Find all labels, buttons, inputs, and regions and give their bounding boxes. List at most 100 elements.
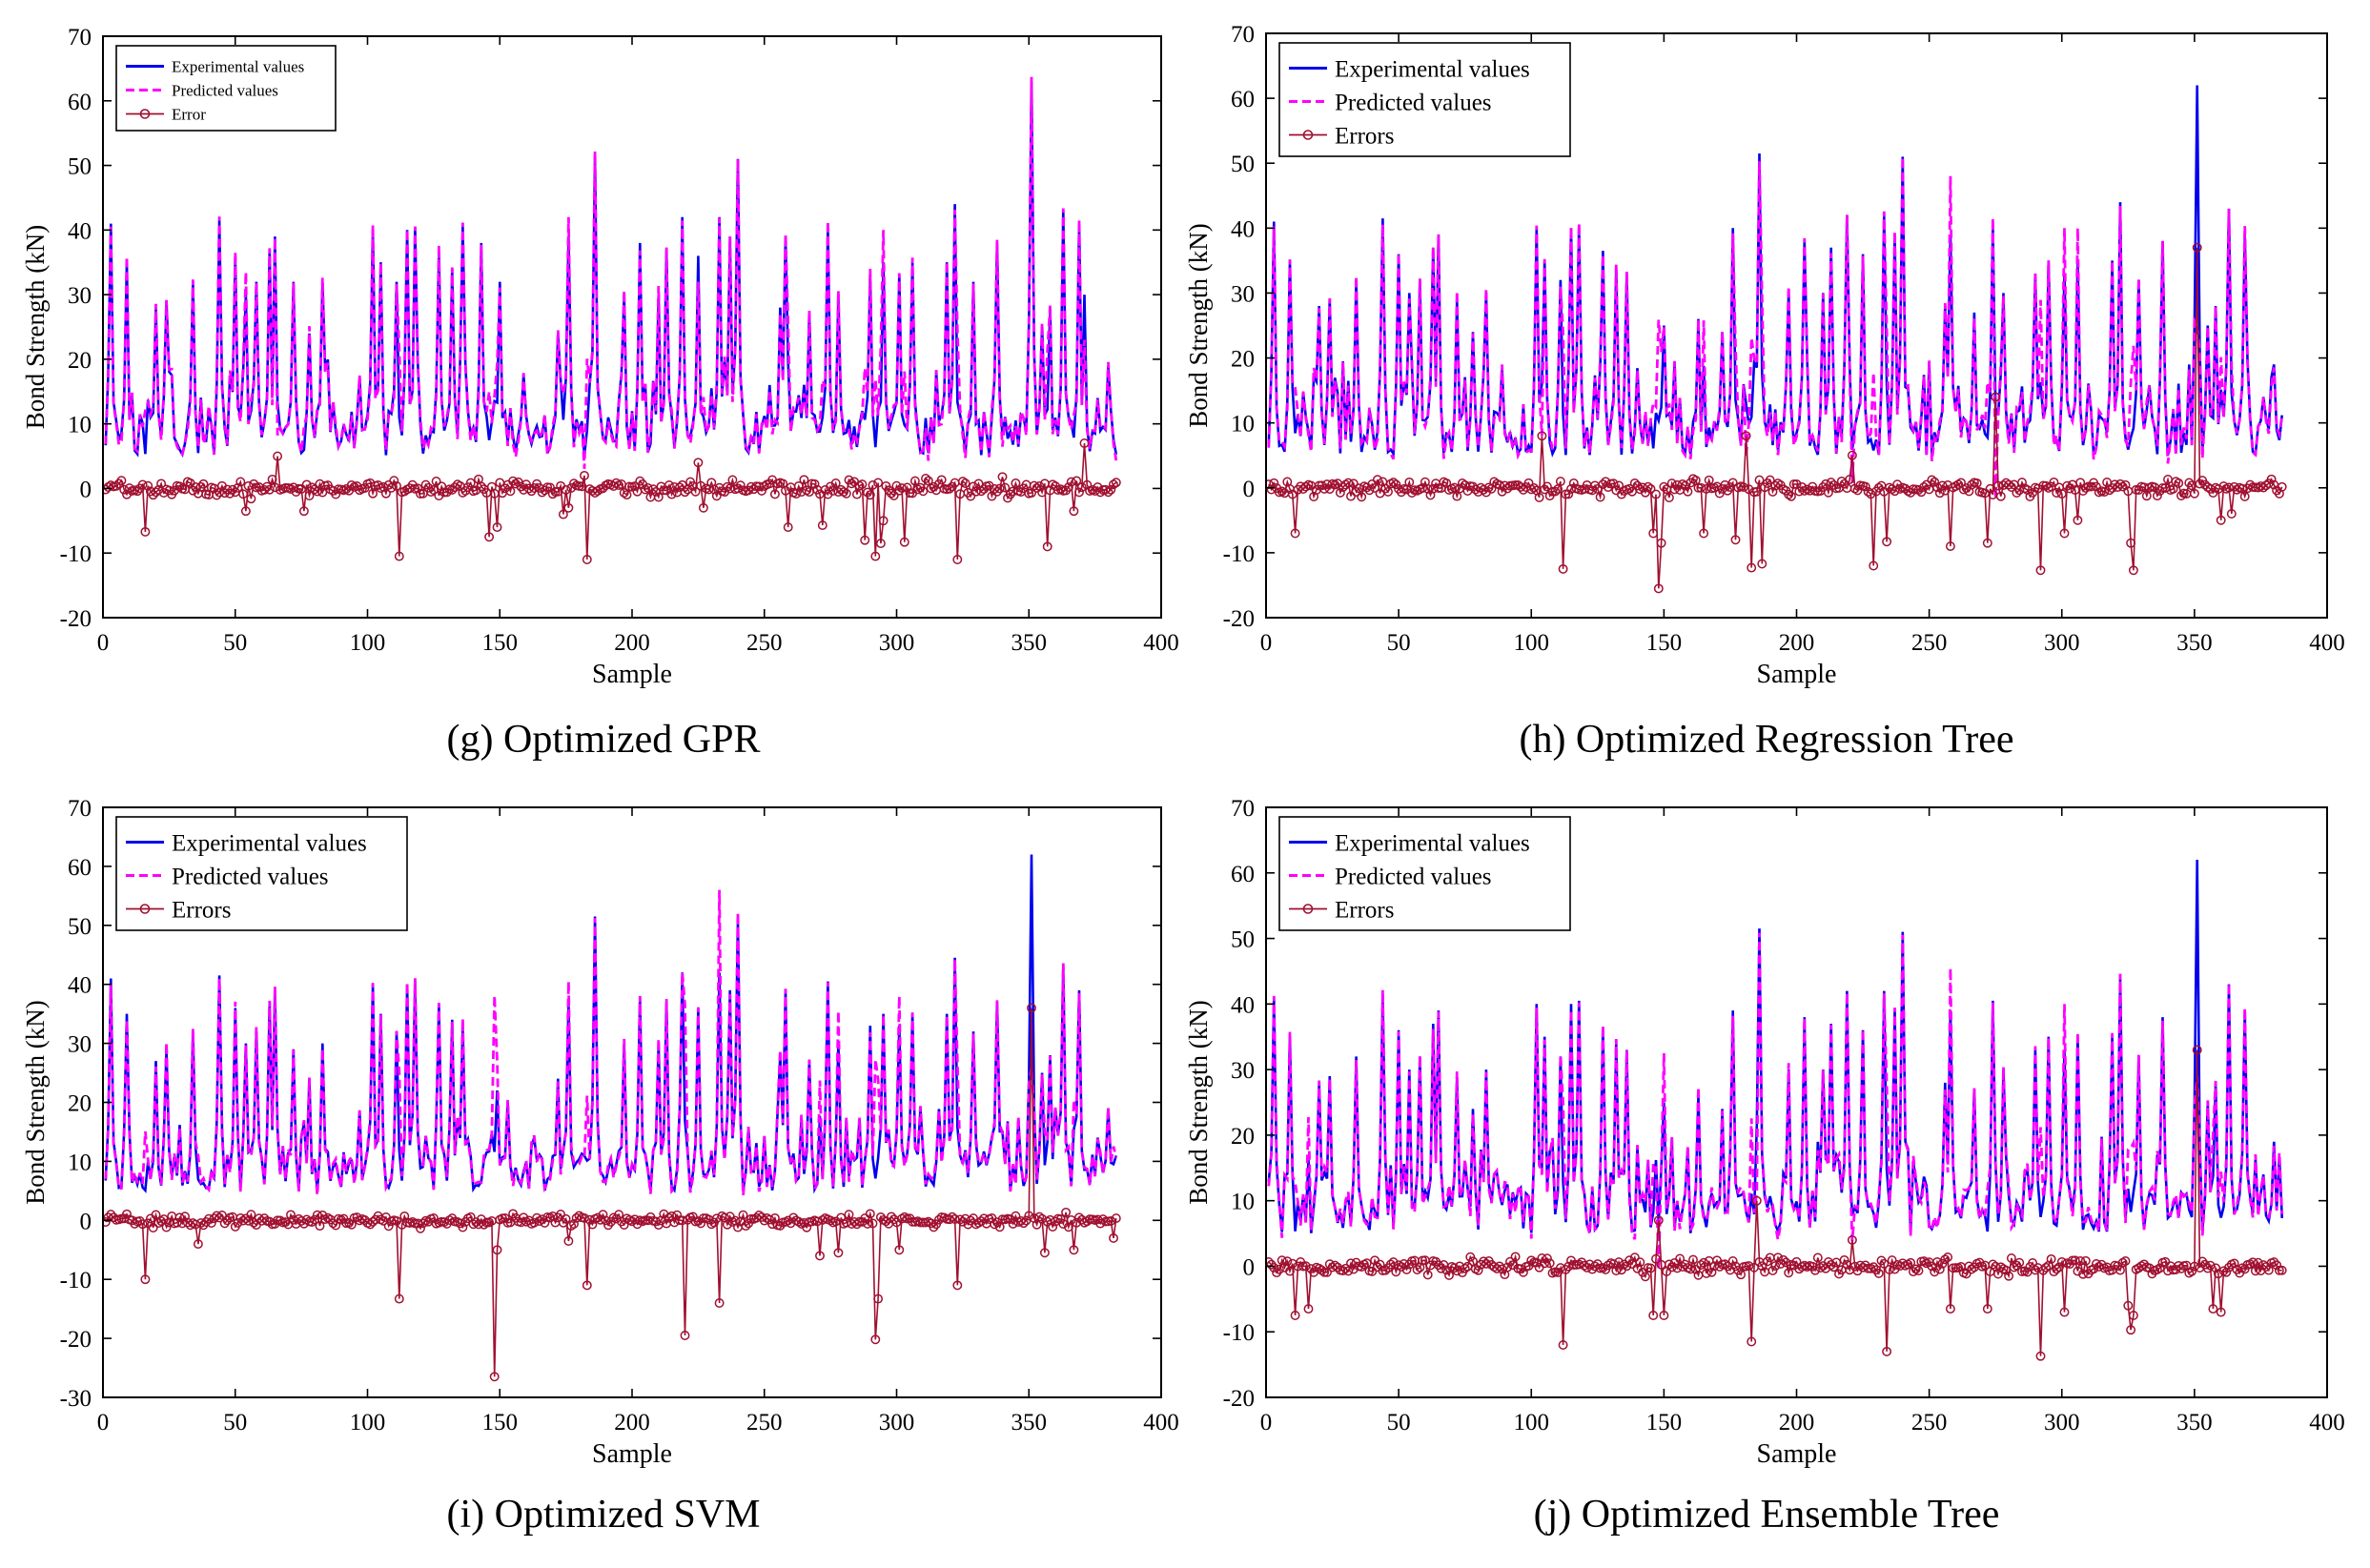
error-point [458, 487, 468, 498]
chart-g: 0 50 100 150 200 250 300 350 400 -20 -10 0 10 20 30 40 5… [21, 25, 1179, 689]
error-point [235, 477, 246, 487]
error-point [1767, 486, 1778, 497]
error-point [1730, 535, 1741, 545]
y-tick-label: 70 [1231, 22, 1255, 48]
error-point [887, 488, 896, 499]
error-point [1951, 1263, 1961, 1273]
error-point [1274, 1264, 1284, 1274]
error-point [394, 551, 404, 561]
error-point [1111, 1213, 1121, 1224]
error-point [286, 1210, 296, 1220]
error-point [1887, 1255, 1897, 1266]
error-point [1913, 1266, 1924, 1276]
error-point [1664, 1259, 1674, 1270]
legend-error-label: Error [172, 105, 206, 123]
error-point [2041, 1262, 2052, 1273]
error-point [1516, 481, 1526, 492]
error-point [1388, 478, 1399, 488]
error-point [1656, 538, 1666, 548]
error-point [1380, 1265, 1391, 1275]
error-point [799, 475, 809, 485]
error-point [1079, 438, 1090, 448]
caption-h: (h) Optimized Regression Tree [1519, 718, 2014, 762]
legend-box [1278, 816, 1571, 931]
legend-error-label: Errors [1335, 123, 1394, 149]
x-tick-label: 300 [879, 1410, 915, 1436]
error-point [1666, 479, 1677, 489]
error-point [1699, 528, 1709, 539]
error-point [206, 1218, 216, 1228]
legend-predicted-label: Predicted values [1335, 90, 1492, 115]
error-point [103, 1217, 111, 1227]
error-point [601, 1215, 611, 1226]
error-point [812, 1216, 823, 1227]
error-point [1473, 1265, 1483, 1275]
error-point [561, 484, 571, 495]
error-point [1614, 480, 1624, 491]
error-point [1024, 1211, 1034, 1221]
error-point [2218, 481, 2229, 492]
error-point [921, 474, 930, 483]
error-point [1919, 1256, 1930, 1267]
error-point [1303, 1304, 1314, 1314]
y-tick-label: 10 [68, 413, 92, 438]
error-point [148, 490, 158, 500]
x-tick-label: 200 [1779, 1410, 1815, 1436]
error-point [1550, 486, 1561, 497]
error-point [2239, 491, 2250, 501]
x-axis-label: Sample [592, 660, 672, 689]
error-point [997, 472, 1008, 482]
error-point [1319, 483, 1330, 494]
error-point [2253, 1257, 2263, 1268]
x-tick-label: 100 [350, 1410, 386, 1436]
error-point [1704, 475, 1714, 485]
error-point [1847, 450, 1857, 460]
error-point [2176, 491, 2186, 500]
error-point [1055, 1214, 1066, 1224]
error-point [793, 1216, 804, 1227]
error-point [1696, 482, 1706, 493]
error-point [1629, 1252, 1640, 1263]
series-predicted-line [1267, 156, 2284, 499]
error-point [2152, 491, 2162, 501]
legend: Experimental values Predicted values Error… [115, 816, 408, 931]
error-point [1492, 1263, 1502, 1273]
error-point [1675, 1253, 1686, 1264]
y-tick-label: -10 [60, 541, 92, 567]
error-point [1029, 480, 1039, 491]
error-point [957, 477, 968, 487]
error-point [1502, 483, 1513, 494]
error-point [1061, 1207, 1072, 1217]
error-point [492, 1245, 502, 1255]
error-point [1839, 1254, 1849, 1265]
x-tick-label: 400 [1143, 1410, 1179, 1436]
error-point [1781, 1257, 1791, 1268]
error-point [2059, 528, 2070, 539]
error-point [1810, 1265, 1820, 1275]
error-point [431, 477, 441, 486]
error-point [2091, 1259, 2101, 1269]
error-point [2184, 478, 2195, 488]
error-point [365, 1219, 376, 1230]
y-tick-label: 40 [1231, 216, 1255, 242]
error-point [918, 486, 929, 497]
error-point [1518, 1267, 1528, 1277]
y-tick-label: 20 [68, 1091, 92, 1117]
x-tick-label: 200 [614, 1410, 650, 1436]
x-tick-label: 200 [1779, 630, 1815, 656]
error-point [1812, 1252, 1823, 1263]
error-point [450, 482, 460, 493]
error-point [172, 1217, 182, 1228]
y-tick-label: -20 [60, 1327, 92, 1353]
error-point [1407, 488, 1417, 498]
error-point [1343, 478, 1354, 488]
error-point [1940, 485, 1951, 496]
error-point [124, 483, 134, 494]
error-point [2126, 1325, 2136, 1335]
error-point [1039, 1248, 1050, 1258]
x-tick-label: 350 [2176, 630, 2213, 656]
error-point [174, 1212, 185, 1223]
error-point [2115, 479, 2125, 489]
error-point [2274, 1265, 2284, 1275]
error-point [1645, 483, 1656, 494]
